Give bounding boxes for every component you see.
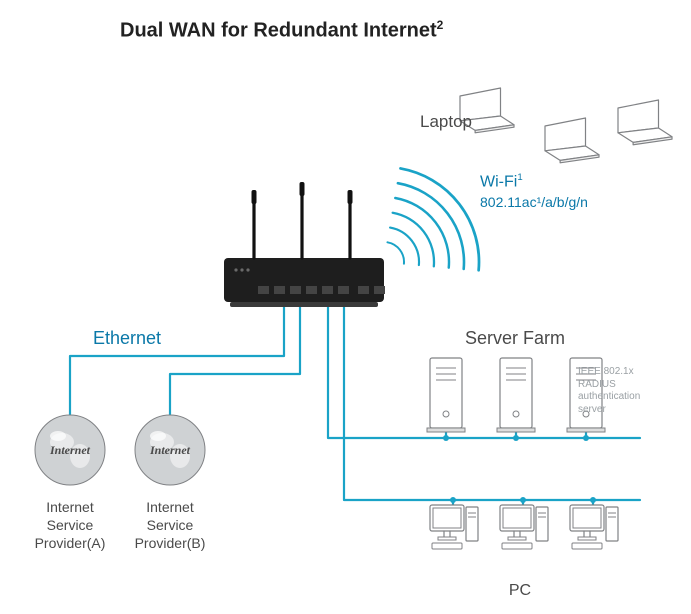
laptop-label: Laptop [420, 112, 472, 132]
wifi-text: Wi-Fi [480, 173, 517, 190]
radius-label: IEEE 802.1x RADIUS authentication server [578, 366, 640, 416]
pc-label: PC [490, 582, 550, 600]
diagram-canvas: Dual WAN for Redundant Internet2 Interne… [0, 0, 691, 614]
wifi-label: Wi-Fi1 [480, 172, 523, 191]
wifi-sup: 1 [517, 172, 522, 183]
isp-b-label: Internet Service Provider(B) [122, 498, 218, 553]
svg-text:Internet: Internet [49, 443, 91, 457]
wifi-protocols: 802.11ac¹/a/b/g/n [480, 194, 588, 210]
ethernet-label: Ethernet [93, 328, 161, 349]
serverfarm-label: Server Farm [465, 328, 565, 349]
isp-a-label: Internet Service Provider(A) [22, 498, 118, 553]
svg-text:Internet: Internet [149, 443, 191, 457]
